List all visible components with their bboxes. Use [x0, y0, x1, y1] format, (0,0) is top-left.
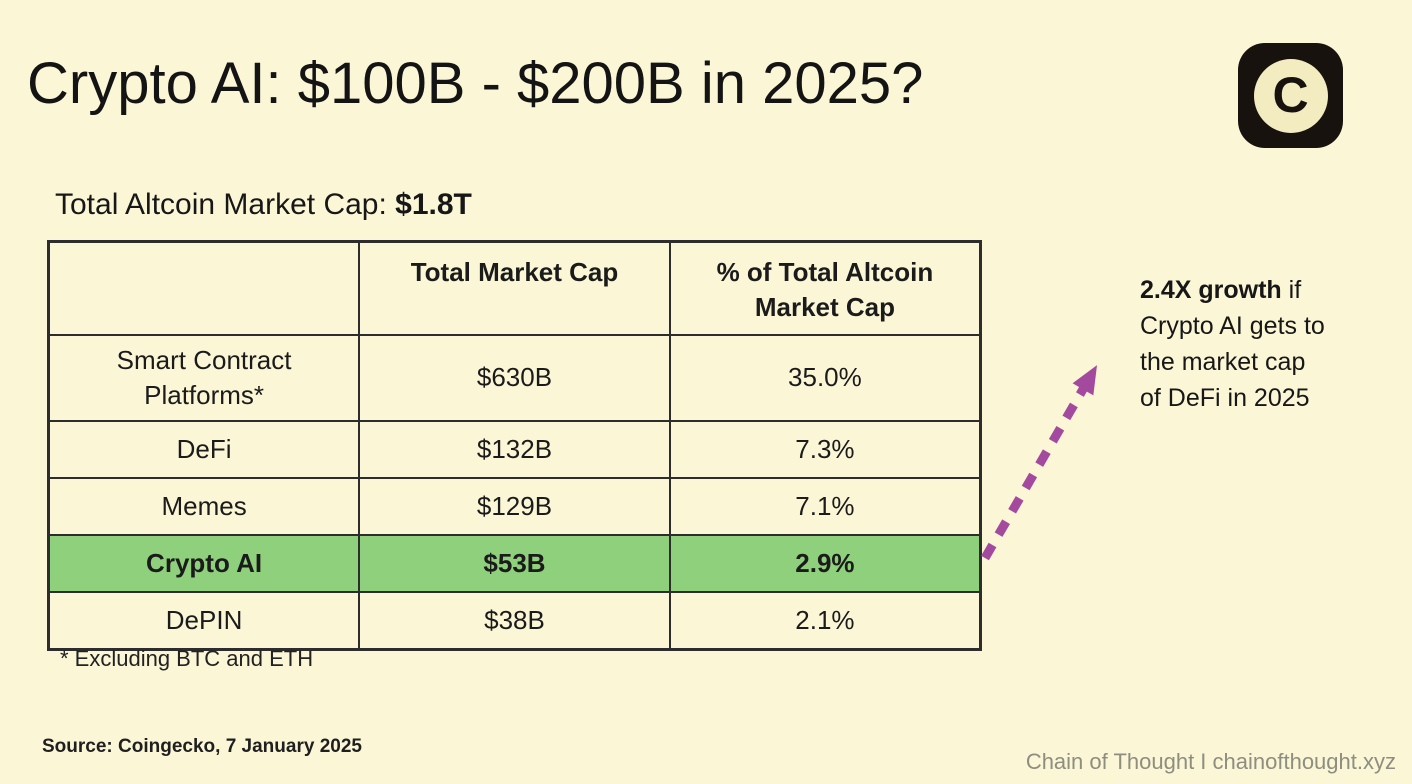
subtitle-value: $1.8T	[395, 188, 472, 221]
category-cell: Memes	[47, 477, 361, 536]
growth-arrow-icon	[981, 365, 1098, 561]
market-cap-cell: $132B	[358, 420, 671, 479]
header-total-market-cap: Total Market Cap	[358, 240, 671, 336]
table-header-row: Total Market Cap % of Total Altcoin Mark…	[47, 240, 982, 336]
pct-cell: 7.3%	[668, 420, 982, 479]
table-row-crypto-ai-highlighted: Crypto AI $53B 2.9%	[47, 534, 982, 593]
category-cell: Crypto AI	[47, 534, 361, 593]
table-row-memes: Memes $129B 7.1%	[47, 477, 982, 536]
market-cap-cell: $53B	[358, 534, 671, 593]
header-category-blank	[47, 240, 361, 336]
category-cell: DePIN	[47, 591, 361, 651]
annotation-rest-text: if Crypto AI gets to the market cap of D…	[1140, 276, 1325, 412]
footnote: * Excluding BTC and ETH	[60, 646, 314, 671]
logo-letter: C	[1272, 66, 1309, 123]
pct-cell: 35.0%	[668, 334, 982, 422]
growth-annotation: 2.4X growth if Crypto AI gets to the mar…	[1140, 272, 1330, 416]
category-cell: DeFi	[47, 420, 361, 479]
page-title: Crypto AI: $100B - $200B in 2025?	[27, 51, 924, 116]
chain-of-thought-logo: C	[1238, 43, 1343, 148]
market-cap-cell: $38B	[358, 591, 671, 651]
category-cell: Smart Contract Platforms*	[47, 334, 361, 422]
annotation-bold-text: 2.4X growth	[1140, 276, 1282, 304]
header-pct-total-altcoin: % of Total Altcoin Market Cap	[668, 240, 982, 336]
table-row-depin: DePIN $38B 2.1%	[47, 591, 982, 651]
market-cap-cell: $129B	[358, 477, 671, 536]
pct-cell: 7.1%	[668, 477, 982, 536]
source-text: Source: Coingecko, 7 January 2025	[42, 736, 362, 757]
pct-cell: 2.1%	[668, 591, 982, 651]
subtitle-label: Total Altcoin Market Cap:	[55, 188, 387, 221]
logo-circle: C	[1253, 58, 1328, 133]
table-row-defi: DeFi $132B 7.3%	[47, 420, 982, 479]
pct-cell: 2.9%	[668, 534, 982, 593]
footer-brand: Chain of Thought I chainofthought.xyz	[1025, 749, 1396, 774]
subtitle: Total Altcoin Market Cap: $1.8T	[55, 188, 472, 222]
market-cap-cell: $630B	[358, 334, 671, 422]
table-row-smart-contract-platforms: Smart Contract Platforms* $630B 35.0%	[47, 334, 982, 422]
market-cap-table: Total Market Cap % of Total Altcoin Mark…	[47, 240, 982, 651]
